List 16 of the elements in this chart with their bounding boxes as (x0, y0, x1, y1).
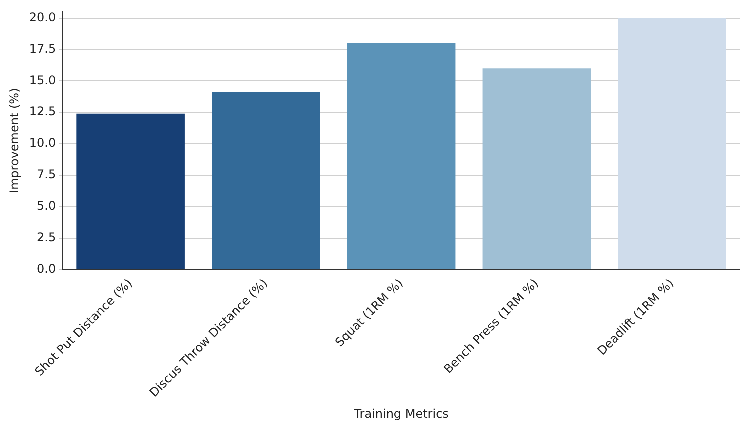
x-axis-title: Training Metrics (353, 406, 449, 421)
bar (212, 92, 320, 270)
y-tick-label: 10.0 (29, 136, 56, 150)
bar (347, 43, 456, 270)
y-tick-label: 15.0 (29, 73, 56, 88)
bar (618, 18, 726, 270)
bar (482, 68, 592, 270)
y-tick-label: 20.0 (29, 10, 56, 24)
y-tick-label: 17.5 (29, 42, 56, 56)
y-tick-label: 7.5 (37, 168, 56, 182)
y-axis-title: Improvement (%) (7, 88, 22, 194)
y-tick-label: 12.5 (29, 104, 56, 119)
y-tick-label: 5.0 (37, 199, 56, 214)
bar (76, 114, 185, 270)
y-tick-label: 0.0 (37, 262, 56, 276)
y-tick-label: 2.5 (37, 230, 56, 244)
